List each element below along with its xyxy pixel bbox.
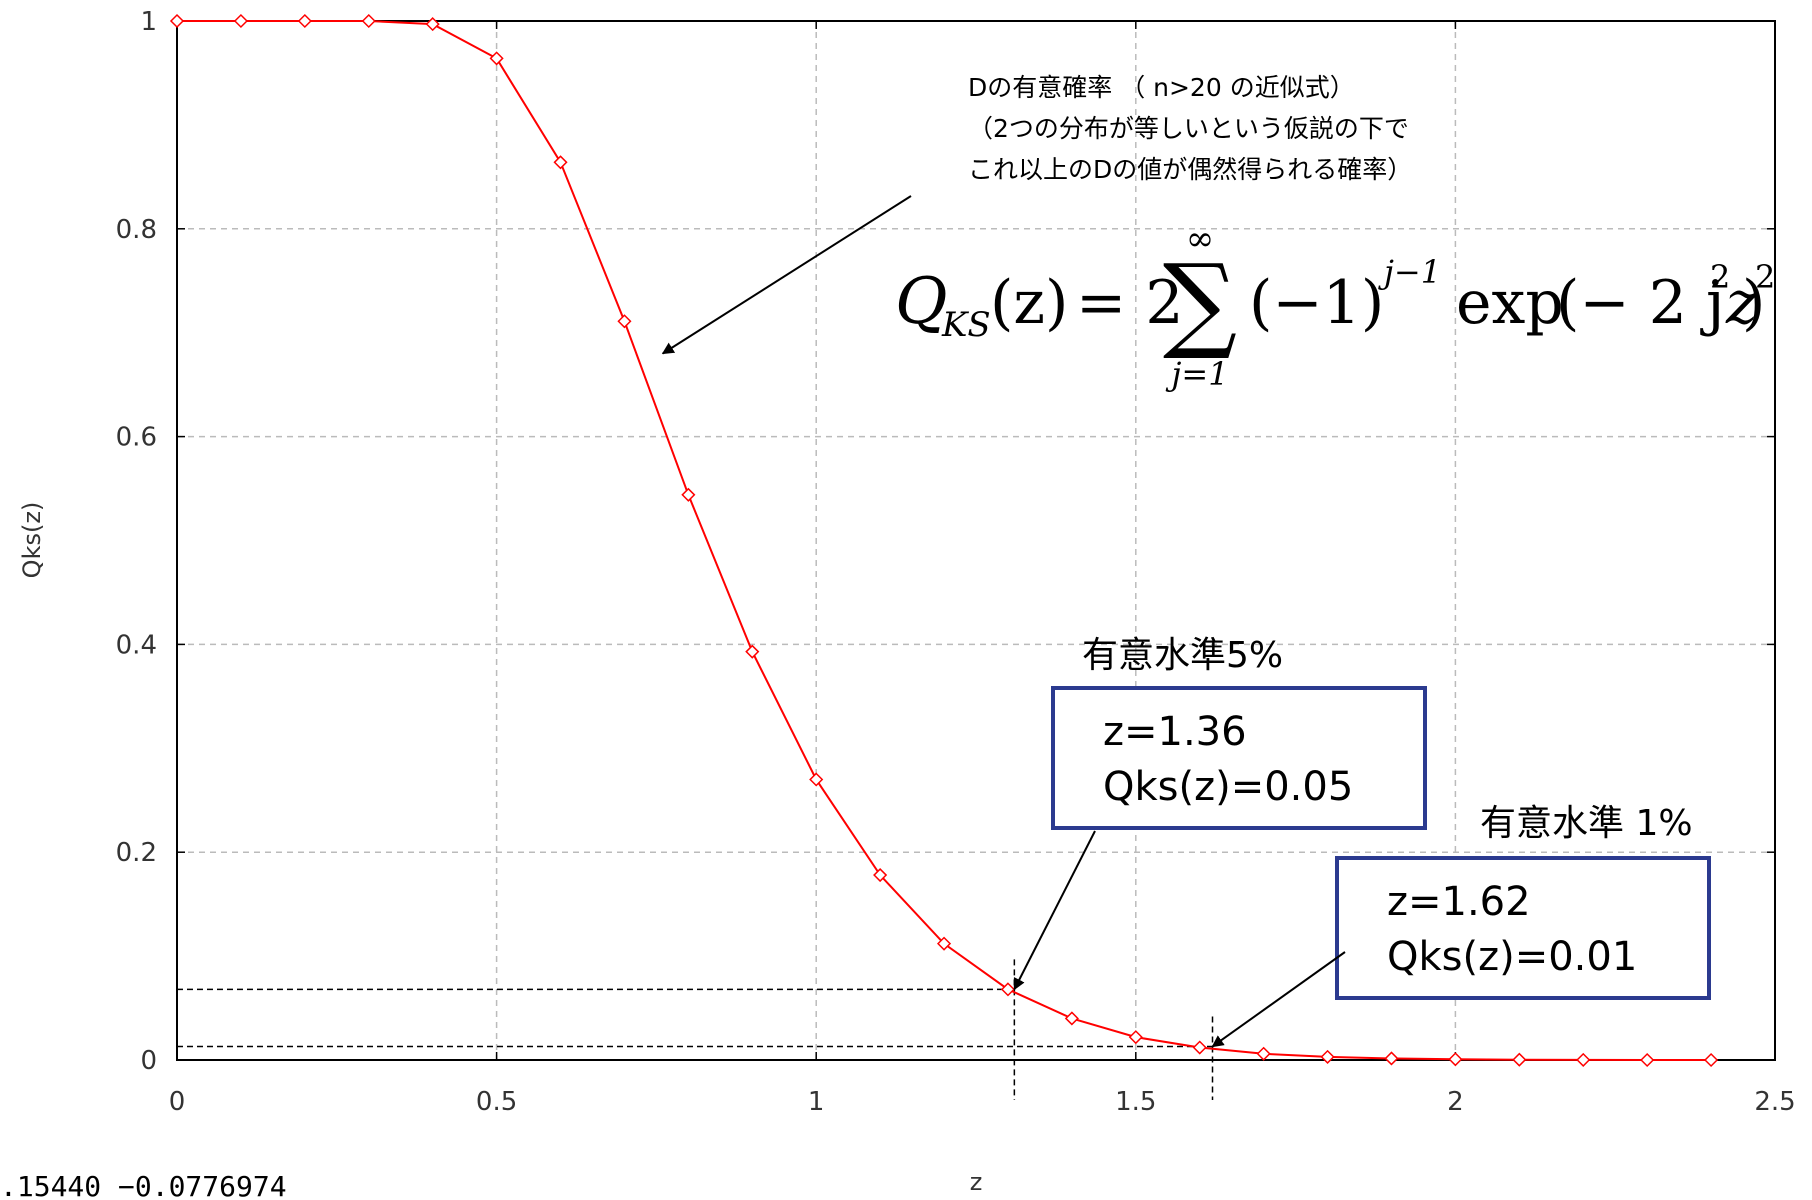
data-point — [233, 13, 248, 29]
annotation-1-percent: 有意水準 1% z=1.62 Qks(z)=0.01 — [1211, 803, 1711, 1048]
y-axis-label: Qks(z) — [18, 502, 46, 579]
x-tick-label: 1 — [808, 1087, 825, 1117]
annotation-description-line-2: （2つの分布が等しいという仮説の下で — [968, 114, 1409, 143]
y-tick-label: 1 — [140, 7, 157, 37]
data-point — [809, 772, 824, 787]
formula-sigma-icon: ∑ — [1163, 241, 1237, 363]
data-point — [1192, 1040, 1207, 1055]
formula-lhs-subscript: KS — [941, 305, 991, 345]
annotation-description-line-3: これ以上のDの値が偶然得られる確率） — [968, 155, 1412, 184]
annotation-1-percent-arrow — [1211, 951, 1346, 1048]
annotation-1-percent-heading: 有意水準 1% — [1480, 803, 1693, 844]
y-tick-label: 0.2 — [116, 838, 157, 868]
data-point — [1384, 1051, 1399, 1066]
formula-term-superscript: j−1 — [1378, 253, 1441, 291]
x-tick-label: 2.5 — [1754, 1087, 1795, 1117]
formula-lhs-arg: (z) — [990, 268, 1068, 338]
annotation-5-percent-line-2: Qks(z)=0.05 — [1103, 764, 1353, 810]
data-point — [489, 51, 504, 66]
formula-lhs: Q — [895, 265, 947, 339]
formula-term: (−1) — [1249, 268, 1384, 338]
annotation-description-line-1: Dの有意確率 （ n>20 の近似式） — [968, 73, 1355, 102]
x-axis-label: z — [970, 1168, 983, 1196]
data-point — [169, 13, 185, 29]
formula-argument-sup-2: 2 — [1755, 258, 1775, 296]
annotation-5-percent-heading: 有意水準5% — [1082, 635, 1283, 676]
annotation-5-percent: 有意水準5% z=1.36 Qks(z)=0.05 — [1013, 635, 1427, 991]
y-axis-ticks: 0 0.2 0.4 0.6 0.8 1 — [116, 7, 1775, 1076]
y-tick-label: 0.4 — [116, 630, 157, 660]
formula-argument-sup-1: 2 — [1710, 258, 1730, 296]
x-tick-label: 0 — [169, 1087, 186, 1117]
annotation-description-arrow — [661, 195, 912, 355]
data-point — [617, 314, 632, 329]
data-point — [681, 487, 696, 502]
data-point — [1512, 1052, 1527, 1067]
data-point — [1320, 1049, 1335, 1064]
annotation-description: Dの有意確率 （ n>20 の近似式） （2つの分布が等しいという仮説の下で こ… — [661, 73, 1412, 355]
data-point — [1704, 1052, 1719, 1068]
formula-function: exp — [1456, 268, 1564, 338]
data-point — [297, 13, 312, 29]
data-point — [1448, 1052, 1463, 1067]
formula-sum-upper: ∞ — [1186, 219, 1214, 259]
data-point — [873, 867, 888, 883]
annotation-5-percent-line-1: z=1.36 — [1103, 709, 1247, 755]
data-point — [1256, 1046, 1271, 1061]
y-tick-label: 0 — [140, 1046, 157, 1076]
data-point — [1576, 1052, 1591, 1067]
data-point — [745, 644, 760, 659]
x-tick-label: 0.5 — [476, 1087, 517, 1117]
data-point — [1064, 1011, 1079, 1026]
data-point — [1128, 1030, 1143, 1045]
formula-argument-z: z — [1725, 268, 1758, 338]
annotation-1-percent-line-2: Qks(z)=0.01 — [1387, 934, 1637, 980]
data-point — [361, 13, 376, 29]
grid — [177, 21, 1775, 1060]
formula-argument: (− 2 j — [1556, 268, 1725, 338]
annotation-5-percent-arrow — [1013, 830, 1096, 991]
annotation-5-percent-box — [1051, 686, 1427, 830]
data-point — [425, 17, 440, 32]
data-point — [1000, 982, 1016, 997]
data-point — [936, 936, 952, 951]
y-tick-label: 0.6 — [116, 423, 157, 453]
coordinate-readout: .15440 −0.0776974 — [0, 1170, 287, 1200]
x-tick-label: 2 — [1447, 1087, 1464, 1117]
ks-formula: Q KS (z) = 2 ∞ ∑ j=1 (−1) j−1 exp (− 2 j… — [895, 219, 1775, 393]
data-point — [1640, 1052, 1655, 1068]
annotation-1-percent-box — [1335, 856, 1711, 1000]
series-qks — [169, 13, 1719, 1068]
formula-close-paren: ) — [1742, 268, 1765, 338]
formula-coefficient: = 2 — [1076, 268, 1184, 338]
y-tick-label: 0.8 — [116, 215, 157, 245]
guide-lines — [177, 959, 1214, 1100]
formula-sum-lower: j=1 — [1165, 355, 1228, 393]
plot-frame — [176, 20, 1776, 1061]
x-tick-label: 1.5 — [1115, 1087, 1156, 1117]
annotation-1-percent-line-1: z=1.62 — [1387, 879, 1531, 925]
data-point — [553, 155, 568, 170]
